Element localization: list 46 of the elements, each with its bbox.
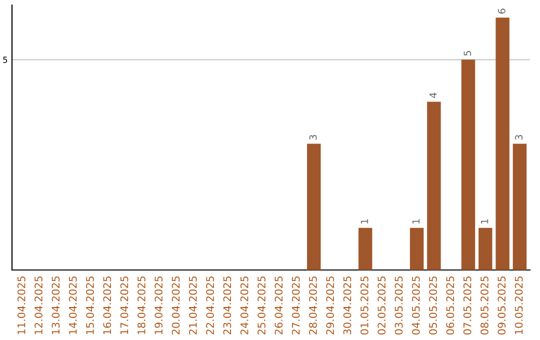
- x-tick-label: 08.05.2025: [480, 276, 488, 335]
- data-label: 4: [430, 92, 437, 98]
- x-tick-label: 30.04.2025: [343, 276, 352, 334]
- x-tick-label: 12.04.2025: [34, 276, 42, 334]
- data-label: 1: [360, 219, 368, 224]
- x-tick-label: 05.05.2025: [429, 276, 437, 335]
- x-tick-label: 28.04.2025: [309, 276, 317, 334]
- x-tick-label: 18.04.2025: [138, 276, 146, 334]
- x-tick-label: 16.04.2025: [103, 276, 112, 334]
- x-tick-label: 23.04.2025: [223, 276, 232, 334]
- x-tick-label: 21.04.2025: [188, 276, 197, 334]
- x-tick-label: 22.04.2025: [206, 276, 214, 334]
- data-label: 6: [498, 8, 506, 14]
- x-tick-label: 29.04.2025: [326, 276, 334, 334]
- x-tick-label: 25.04.2025: [258, 276, 266, 334]
- data-label: 1: [481, 219, 488, 224]
- x-tick-label: 10.05.2025: [514, 276, 523, 334]
- bar: [512, 144, 527, 270]
- x-tick-label: 26.04.2025: [274, 276, 283, 334]
- x-tick-label: 24.04.2025: [240, 276, 248, 334]
- data-label: 3: [515, 135, 523, 140]
- x-tick-label: 27.04.2025: [292, 276, 300, 334]
- x-tick-label: 09.05.2025: [498, 276, 506, 335]
- bar: [427, 102, 441, 270]
- x-tick-label: 13.04.2025: [52, 276, 60, 334]
- bar: [461, 60, 476, 270]
- bar: [410, 228, 424, 270]
- x-tick-label: 19.04.2025: [154, 276, 163, 334]
- data-label: 5: [464, 50, 472, 56]
- x-tick-label: 02.05.2025: [378, 276, 386, 335]
- x-tick-label: 17.04.2025: [120, 276, 128, 334]
- x-tick-label: 03.05.2025: [394, 276, 403, 335]
- bar: [478, 228, 492, 270]
- data-label: 3: [309, 135, 317, 140]
- data-label: 1: [412, 219, 420, 224]
- x-tick-label: 07.05.2025: [463, 276, 472, 335]
- x-tick-label: 11.04.2025: [17, 276, 26, 334]
- bar: [496, 18, 510, 270]
- bar: [358, 228, 372, 270]
- bar: [307, 144, 321, 270]
- x-tick-label: 14.04.2025: [68, 276, 77, 334]
- x-tick-label: 01.05.2025: [360, 276, 368, 335]
- x-tick-label: 15.04.2025: [86, 276, 94, 334]
- x-tick-label: 04.05.2025: [412, 276, 420, 335]
- x-tick-label: 20.04.2025: [172, 276, 180, 334]
- x-tick-label: 06.05.2025: [446, 276, 454, 335]
